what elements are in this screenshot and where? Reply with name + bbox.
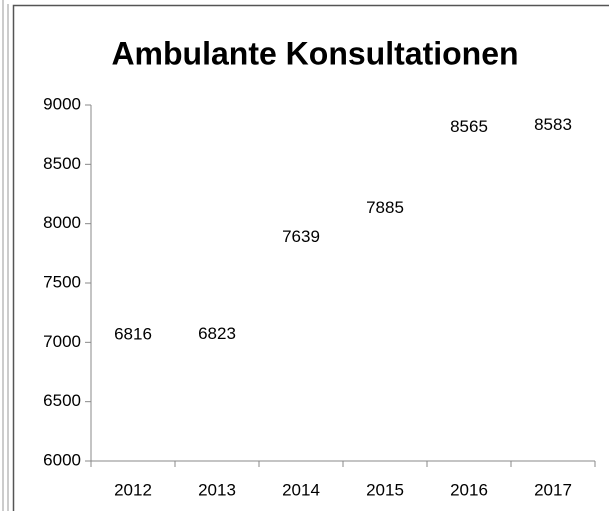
x-tick-label: 2014: [282, 480, 320, 499]
x-tick-label: 2013: [198, 480, 236, 499]
y-tick-label: 6000: [43, 450, 81, 469]
y-tick-label: 7500: [43, 272, 81, 291]
y-tick-label: 8000: [43, 213, 81, 232]
x-tick-label: 2012: [114, 480, 152, 499]
data-label: 8583: [534, 115, 572, 134]
data-label: 7885: [366, 198, 404, 217]
chart-border: [12, 4, 609, 511]
y-tick-label: 7000: [43, 332, 81, 351]
x-tick-label: 2015: [366, 480, 404, 499]
x-tick-label: 2016: [450, 480, 488, 499]
data-label: 6823: [198, 324, 236, 343]
data-label: 8565: [450, 117, 488, 136]
y-tick-label: 8500: [43, 154, 81, 173]
y-tick-label: 9000: [43, 94, 81, 113]
data-label: 6816: [114, 325, 152, 344]
y-tick-label: 6500: [43, 391, 81, 410]
chart-title: Ambulante Konsultationen: [111, 35, 518, 71]
x-tick-label: 2017: [534, 480, 572, 499]
data-label: 7639: [282, 227, 320, 246]
